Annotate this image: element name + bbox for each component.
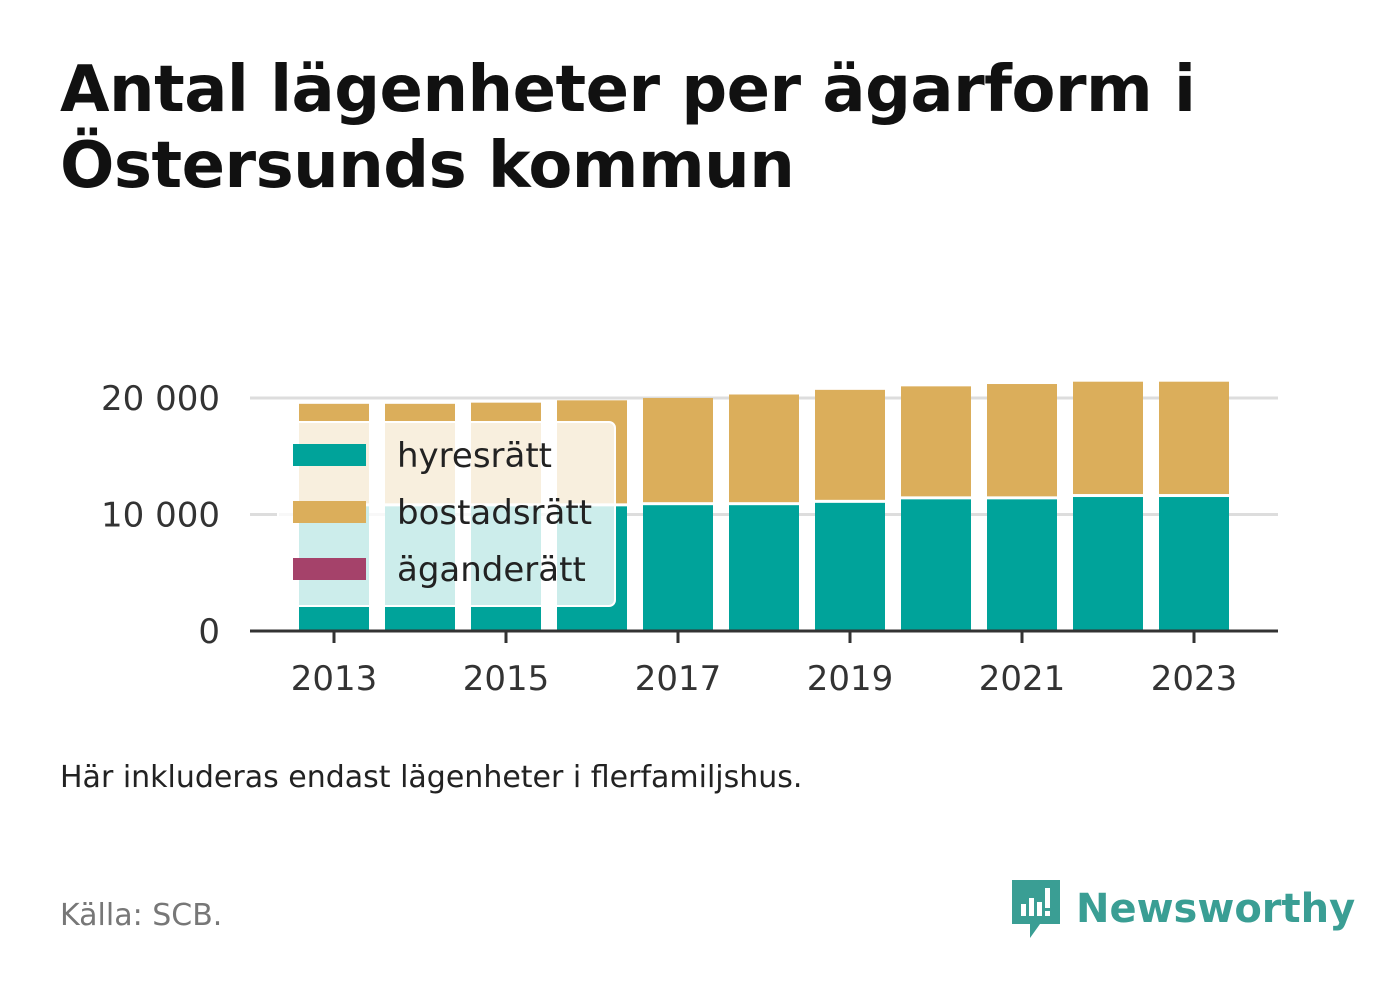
y-tick-label: 0 <box>198 612 220 652</box>
bar-bostadsrätt-2020 <box>901 386 971 497</box>
bar-bostadsrätt-2018 <box>729 394 799 503</box>
bar-stack-2021 <box>987 384 1057 631</box>
bar-hyresrätt-2019 <box>815 502 885 631</box>
newsworthy-logo-icon <box>1012 880 1060 938</box>
bar-hyresrätt-2020 <box>901 499 971 631</box>
x-tick-label: 2013 <box>291 659 378 699</box>
newsworthy-brand: Newsworthy <box>1010 878 1355 940</box>
bar-hyresrätt-2022 <box>1073 497 1143 631</box>
legend-swatch <box>293 501 366 523</box>
bar-stack-2022 <box>1073 381 1143 631</box>
bar-hyresrätt-2018 <box>729 505 799 631</box>
legend-label: äganderätt <box>397 550 586 590</box>
bar-bostadsrätt-2019 <box>815 389 885 500</box>
bar-bostadsrätt-2022 <box>1073 381 1143 495</box>
bar-stack-2018 <box>729 394 799 631</box>
legend: hyresrätt bostadsrätt äganderätt <box>277 421 616 607</box>
chart-note: Här inkluderas endast lägenheter i flerf… <box>60 760 803 795</box>
y-tick-label: 20 000 <box>101 379 220 419</box>
brand-name: Newsworthy <box>1076 886 1356 932</box>
bar-hyresrätt-2017 <box>643 505 713 631</box>
stacked-bar-chart: 0 10 000 20 000 2013 2015 2017 2019 2021 2023 hy… <box>101 379 1278 699</box>
legend-label: bostadsrätt <box>397 493 592 533</box>
bar-stack-2019 <box>815 389 885 631</box>
source-credit: Källa: SCB. <box>60 898 223 933</box>
bar-stack-2017 <box>643 398 713 631</box>
axes: 0 10 000 20 000 2013 2015 2017 2019 2021 2023 <box>101 379 1278 699</box>
legend-label: hyresrätt <box>397 436 552 476</box>
bar-bostadsrätt-2017 <box>643 398 713 503</box>
bar-stack-2023 <box>1159 381 1229 631</box>
chart-title: Antal lägenheter per ägarform i Östersun… <box>60 53 1196 203</box>
bar-hyresrätt-2021 <box>987 499 1057 631</box>
bar-stack-2020 <box>901 386 971 631</box>
x-tick-label: 2023 <box>1151 659 1238 699</box>
y-tick-label: 10 000 <box>101 496 220 536</box>
bar-hyresrätt-2023 <box>1159 497 1229 631</box>
bar-bostadsrätt-2023 <box>1159 381 1229 495</box>
x-tick-label: 2017 <box>635 659 722 699</box>
x-tick-label: 2015 <box>463 659 550 699</box>
bar-bostadsrätt-2021 <box>987 384 1057 497</box>
legend-swatch <box>293 444 366 466</box>
x-tick-label: 2021 <box>979 659 1066 699</box>
x-tick-label: 2019 <box>807 659 894 699</box>
legend-swatch <box>293 558 366 580</box>
